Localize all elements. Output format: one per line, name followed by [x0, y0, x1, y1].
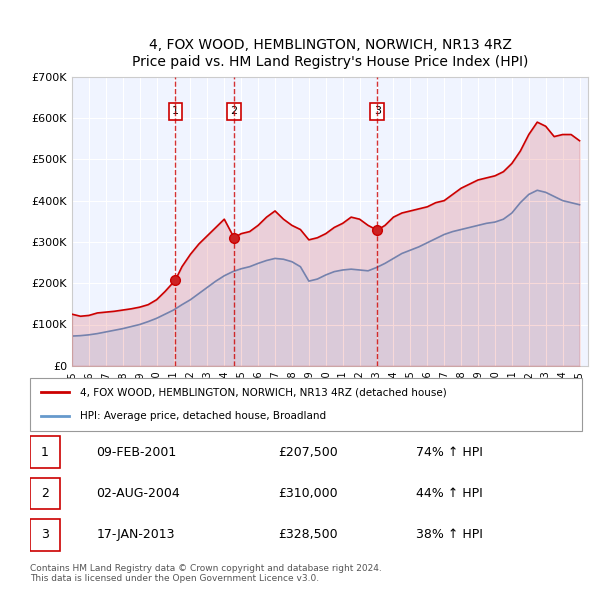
- Text: 2: 2: [41, 487, 49, 500]
- Text: HPI: Average price, detached house, Broadland: HPI: Average price, detached house, Broa…: [80, 411, 326, 421]
- Text: 3: 3: [41, 528, 49, 542]
- Title: 4, FOX WOOD, HEMBLINGTON, NORWICH, NR13 4RZ
Price paid vs. HM Land Registry's Ho: 4, FOX WOOD, HEMBLINGTON, NORWICH, NR13 …: [132, 38, 528, 68]
- Text: 44% ↑ HPI: 44% ↑ HPI: [416, 487, 483, 500]
- Text: 09-FEB-2001: 09-FEB-2001: [96, 445, 176, 459]
- FancyBboxPatch shape: [30, 478, 61, 509]
- Text: 1: 1: [172, 106, 179, 116]
- Text: 74% ↑ HPI: 74% ↑ HPI: [416, 445, 483, 459]
- Text: £207,500: £207,500: [278, 445, 338, 459]
- Text: 38% ↑ HPI: 38% ↑ HPI: [416, 528, 483, 542]
- FancyBboxPatch shape: [30, 437, 61, 468]
- Text: 02-AUG-2004: 02-AUG-2004: [96, 487, 180, 500]
- Text: 1: 1: [41, 445, 49, 459]
- Text: £328,500: £328,500: [278, 528, 338, 542]
- Text: 3: 3: [374, 106, 381, 116]
- Text: Contains HM Land Registry data © Crown copyright and database right 2024.
This d: Contains HM Land Registry data © Crown c…: [30, 563, 382, 583]
- FancyBboxPatch shape: [30, 519, 61, 550]
- Text: £310,000: £310,000: [278, 487, 338, 500]
- FancyBboxPatch shape: [30, 378, 582, 431]
- Text: 17-JAN-2013: 17-JAN-2013: [96, 528, 175, 542]
- Text: 2: 2: [230, 106, 238, 116]
- Text: 4, FOX WOOD, HEMBLINGTON, NORWICH, NR13 4RZ (detached house): 4, FOX WOOD, HEMBLINGTON, NORWICH, NR13 …: [80, 388, 446, 398]
